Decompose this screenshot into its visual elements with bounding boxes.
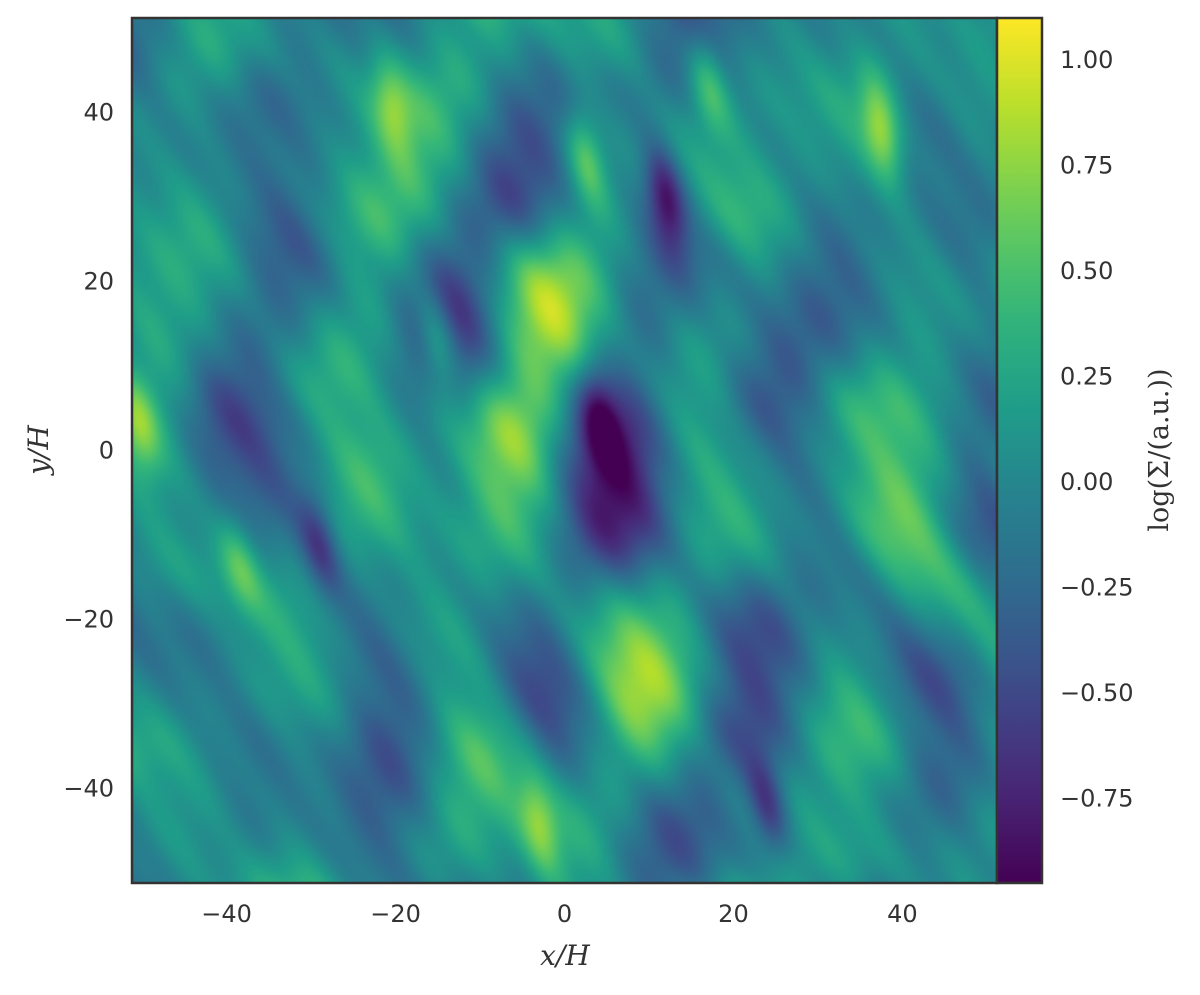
heatmap-area xyxy=(132,18,997,883)
colorbar-tick-label: −0.75 xyxy=(1060,785,1134,813)
colorbar-tick-label: 0.00 xyxy=(1060,468,1113,496)
colorbar-tick-label: 1.00 xyxy=(1060,46,1113,74)
y-tick-label: 0 xyxy=(99,437,114,465)
x-axis-ticks: −40 −20 0 20 40 xyxy=(201,900,917,928)
colorbar xyxy=(997,18,1042,883)
heatmap-image xyxy=(132,18,997,883)
x-tick-label: −40 xyxy=(201,900,252,928)
colorbar-tick-label: 0.25 xyxy=(1060,363,1113,391)
colorbar-tick-label: 0.50 xyxy=(1060,257,1113,285)
y-axis-ticks: −40 −20 0 20 40 xyxy=(63,99,114,803)
y-tick-label: 40 xyxy=(83,99,114,127)
x-tick-label: 40 xyxy=(887,900,918,928)
y-tick-label: −40 xyxy=(63,774,114,802)
y-tick-label: 20 xyxy=(83,268,114,296)
colorbar-tick-label: −0.25 xyxy=(1060,574,1134,602)
x-tick-label: 0 xyxy=(557,900,572,928)
y-axis-label: y/H xyxy=(22,425,55,477)
y-tick-label: −20 xyxy=(63,605,114,633)
x-tick-label: 20 xyxy=(718,900,749,928)
colorbar-label: log(Σ/(a.u.)) xyxy=(1144,368,1175,531)
x-tick-label: −20 xyxy=(370,900,421,928)
x-axis-label: x/H xyxy=(540,939,590,972)
colorbar-ticks: 1.00 0.75 0.50 0.25 0.00 −0.25 −0.50 −0.75 xyxy=(1060,46,1134,812)
colorbar-tick-label: −0.50 xyxy=(1060,679,1134,707)
colorbar-tick-label: 0.75 xyxy=(1060,152,1113,180)
colorbar-frame xyxy=(995,16,1044,885)
